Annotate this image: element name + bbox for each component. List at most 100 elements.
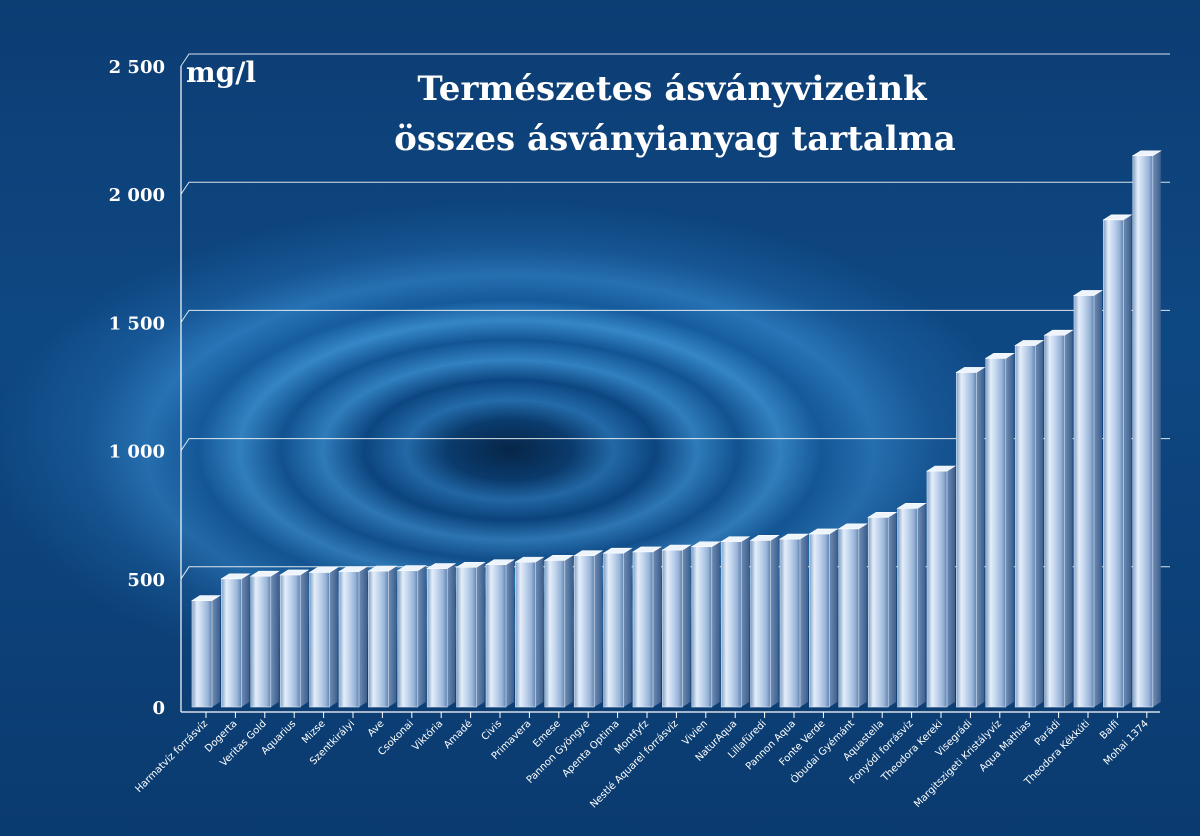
bar-front: [573, 555, 595, 708]
bar-top: [543, 555, 574, 561]
chart-title-line1: Természetes ásványvizeink: [417, 69, 928, 109]
y-tick-label: 1 000: [109, 442, 165, 463]
bar-top: [720, 536, 751, 542]
bar-side: [594, 550, 603, 707]
bar: [778, 533, 810, 708]
bar-side: [741, 536, 750, 707]
bar-front: [191, 600, 213, 708]
bar-top: [1131, 150, 1162, 157]
bar-front: [1044, 334, 1065, 708]
bar: [308, 567, 339, 708]
bar-top: [808, 528, 839, 535]
bar-top: [837, 523, 868, 530]
bar-side: [623, 548, 632, 707]
bar-front: [426, 568, 448, 708]
bar-front: [309, 572, 330, 708]
bars: [190, 150, 1162, 708]
bar-side: [417, 565, 426, 707]
bar-top: [1043, 329, 1074, 336]
bar: [631, 546, 663, 708]
bar-front: [720, 541, 742, 708]
bar-front: [515, 561, 536, 708]
bar: [573, 550, 604, 708]
y-tick-label: 1 500: [109, 313, 165, 334]
bar-front: [456, 566, 477, 708]
bar-front: [926, 470, 948, 708]
chart-title-line2: összes ásványianyag tartalma: [394, 119, 956, 159]
bar-top: [279, 569, 310, 576]
bar-front: [750, 540, 771, 708]
x-tick-label: Harmatvíz forrásvíz: [133, 718, 210, 795]
bar-front: [1073, 295, 1095, 708]
bar: [661, 544, 692, 708]
gridline: [180, 438, 1170, 451]
bar-front: [632, 551, 654, 708]
bar: [484, 559, 516, 708]
bar-front: [279, 574, 301, 708]
bar-top: [220, 573, 251, 580]
bar-front: [956, 372, 977, 708]
gridline: [180, 181, 1170, 195]
bar-top: [367, 565, 398, 572]
bar-side: [1005, 353, 1014, 707]
bar-top: [396, 565, 427, 571]
bar-top: [896, 502, 927, 509]
bar: [1043, 329, 1074, 708]
bar-top: [308, 567, 339, 573]
y-tick-label: 500: [127, 570, 165, 591]
bar: [925, 465, 957, 708]
bar: [249, 570, 280, 708]
bar-top: [690, 541, 721, 548]
bar-front: [867, 516, 889, 708]
bar: [1072, 290, 1104, 708]
bar-top: [190, 595, 222, 601]
bar: [279, 569, 310, 708]
bar-side: [535, 557, 544, 707]
bar: [690, 541, 721, 708]
bar-front: [544, 560, 566, 708]
bar-side: [241, 573, 250, 707]
bar: [955, 367, 986, 708]
bar-front: [809, 533, 830, 708]
bar-top: [749, 535, 780, 541]
y-tick-label: 2 500: [109, 57, 165, 78]
bar-side: [329, 567, 338, 707]
bar: [984, 352, 1015, 708]
bar-front: [1132, 155, 1154, 708]
x-tick-label: Ave: [366, 718, 387, 739]
bar: [426, 563, 457, 708]
bar-top: [602, 547, 633, 554]
bar-front: [338, 571, 360, 708]
bar-side: [506, 559, 514, 707]
bar-top: [1014, 340, 1045, 346]
bar-side: [682, 545, 691, 707]
bar-top: [661, 544, 692, 551]
unit-label: mg/l: [186, 56, 256, 89]
y-tick-labels: 0 500 1 000 1 500 2 000 2 500: [109, 57, 165, 719]
bar-front: [221, 578, 242, 708]
bar-side: [888, 512, 897, 707]
bar: [543, 555, 574, 708]
bar-front: [897, 507, 918, 708]
bar-top: [631, 546, 663, 553]
bar: [867, 511, 898, 708]
bar-front: [779, 538, 801, 708]
bar-front: [691, 546, 713, 708]
bar-side: [653, 546, 661, 707]
bar-top: [984, 352, 1015, 359]
x-tick-label: Mizse: [300, 718, 328, 746]
gridline: [180, 309, 1170, 323]
x-tick-label: Amadé: [441, 718, 474, 751]
bar: [396, 565, 427, 708]
y-tick-label: 0: [152, 698, 165, 719]
bar-side: [388, 566, 397, 707]
bar-side: [270, 571, 279, 707]
bar: [337, 566, 369, 708]
bar-side: [711, 541, 720, 707]
bar-side: [976, 367, 985, 707]
bar-side: [564, 555, 573, 707]
x-tick-label: Balfi: [1098, 718, 1121, 741]
